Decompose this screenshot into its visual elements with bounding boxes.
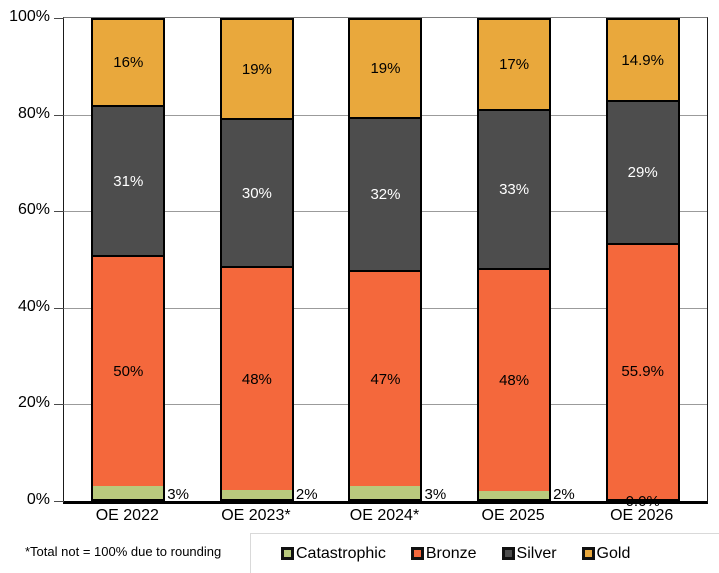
bar-segment-bronze: 47% xyxy=(350,270,421,487)
legend-label: Bronze xyxy=(425,544,477,562)
plot-area: 16% 31% 50% 3% 19% 30% 48% 2% 19% 32% 47% 3% 17% 33% 4… xyxy=(54,17,708,510)
axis-tick xyxy=(54,18,64,19)
segment-label-gold: 17% xyxy=(499,56,530,74)
bar-segment-silver: 32% xyxy=(350,116,421,271)
axis-tick xyxy=(54,404,64,406)
bar-segment-bronze: 48% xyxy=(221,265,292,491)
category-label: OE 2022 xyxy=(95,507,159,524)
legend-item-silver: Silver xyxy=(501,544,557,563)
legend-item-catastrophic: Catastrophic xyxy=(281,545,386,563)
bar: 17% 33% 48% 2% xyxy=(477,18,575,503)
category-label: OE 2026 xyxy=(610,507,674,524)
bar-segment-gold: 17% xyxy=(479,20,550,110)
bar-slot: 16% 31% 50% 3% xyxy=(64,18,193,503)
segment-label-catastrophic: 2% xyxy=(295,486,318,503)
bar: 14.9% 29% 55.9% 0.0% xyxy=(605,18,680,510)
category-label: OE 2023* xyxy=(221,507,291,524)
y-axis-label: 40% xyxy=(17,297,50,315)
y-axis-label: 60% xyxy=(17,201,50,219)
axis-tick xyxy=(54,307,64,309)
bar-segment-bronze: 55.9% xyxy=(607,242,678,499)
bar-segment-gold: 19% xyxy=(350,20,421,117)
axis-tick xyxy=(54,501,64,502)
y-axis-label: 80% xyxy=(17,104,50,122)
segment-label-bronze: 50% xyxy=(113,363,144,381)
legend: Catastrophic Bronze Silver Gold xyxy=(250,533,719,573)
category-label: OE 2024* xyxy=(349,507,420,524)
footnote: *Total not = 100% due to rounding xyxy=(25,544,222,559)
segment-label-bronze: 48% xyxy=(241,370,272,388)
segment-label-silver: 31% xyxy=(113,172,144,190)
segment-label-gold: 19% xyxy=(370,59,401,77)
bar-slot: 17% 33% 48% 2% xyxy=(450,18,579,503)
bar-segment-silver: 29% xyxy=(607,100,678,243)
bar-segment-catastrophic xyxy=(350,486,421,500)
legend-item-gold: Gold xyxy=(581,544,631,563)
bar-segment-bronze: 50% xyxy=(93,255,164,487)
legend-label: Silver xyxy=(516,544,557,562)
bar-segment-silver: 31% xyxy=(93,104,164,256)
bar-segment-catastrophic xyxy=(221,490,292,499)
axis-tick xyxy=(54,211,64,213)
bar-segment-bronze: 48% xyxy=(479,268,550,491)
segment-label-bronze: 48% xyxy=(499,371,530,389)
y-axis-label: 20% xyxy=(17,394,50,412)
bar-slot: 14.9% 29% 55.9% 0.0% xyxy=(578,18,707,510)
segment-label-bronze: 47% xyxy=(370,370,401,388)
legend-label: Gold xyxy=(596,544,631,562)
bar-segment-silver: 33% xyxy=(479,109,550,268)
segment-label-silver: 33% xyxy=(499,181,530,199)
segment-label-catastrophic: 0.0% xyxy=(625,493,660,510)
segment-label-gold: 16% xyxy=(113,53,144,71)
segment-label-catastrophic: 3% xyxy=(424,486,447,503)
legend-swatch-silver-icon xyxy=(501,547,515,560)
legend-swatch-bronze-icon xyxy=(410,547,424,560)
bar-segment-gold: 16% xyxy=(93,20,164,105)
legend-label: Catastrophic xyxy=(296,544,386,562)
bar-segment-silver: 30% xyxy=(221,118,292,266)
segment-label-silver: 32% xyxy=(370,185,401,203)
legend-swatch-catastrophic-icon xyxy=(281,547,294,560)
segment-label-silver: 29% xyxy=(627,163,658,181)
category-label: OE 2025 xyxy=(481,507,545,524)
axis-tick xyxy=(54,114,64,116)
segment-label-catastrophic: 3% xyxy=(167,486,189,503)
segment-label-gold: 14.9% xyxy=(621,51,664,69)
bar: 16% 31% 50% 3% xyxy=(91,18,189,503)
y-axis-label: 0% xyxy=(26,491,50,508)
segment-label-silver: 30% xyxy=(241,184,272,202)
legend-swatch-gold-icon xyxy=(581,547,595,560)
y-axis-label: 100% xyxy=(9,8,50,25)
segment-label-catastrophic: 2% xyxy=(553,486,575,503)
legend-item-bronze: Bronze xyxy=(410,544,477,563)
bar-slot: 19% 32% 47% 3% xyxy=(321,18,450,503)
bar-segment-catastrophic xyxy=(479,490,550,499)
segment-label-bronze: 55.9% xyxy=(621,363,664,381)
bar-slot: 19% 30% 48% 2% xyxy=(193,18,322,503)
segment-label-gold: 19% xyxy=(241,60,272,78)
bar-segment-gold: 19% xyxy=(221,20,292,119)
bar-segment-catastrophic xyxy=(93,486,164,499)
bar-segment-gold: 14.9% xyxy=(607,20,678,101)
bar: 19% 30% 48% 2% xyxy=(219,18,318,503)
bar: 19% 32% 47% 3% xyxy=(348,18,446,503)
